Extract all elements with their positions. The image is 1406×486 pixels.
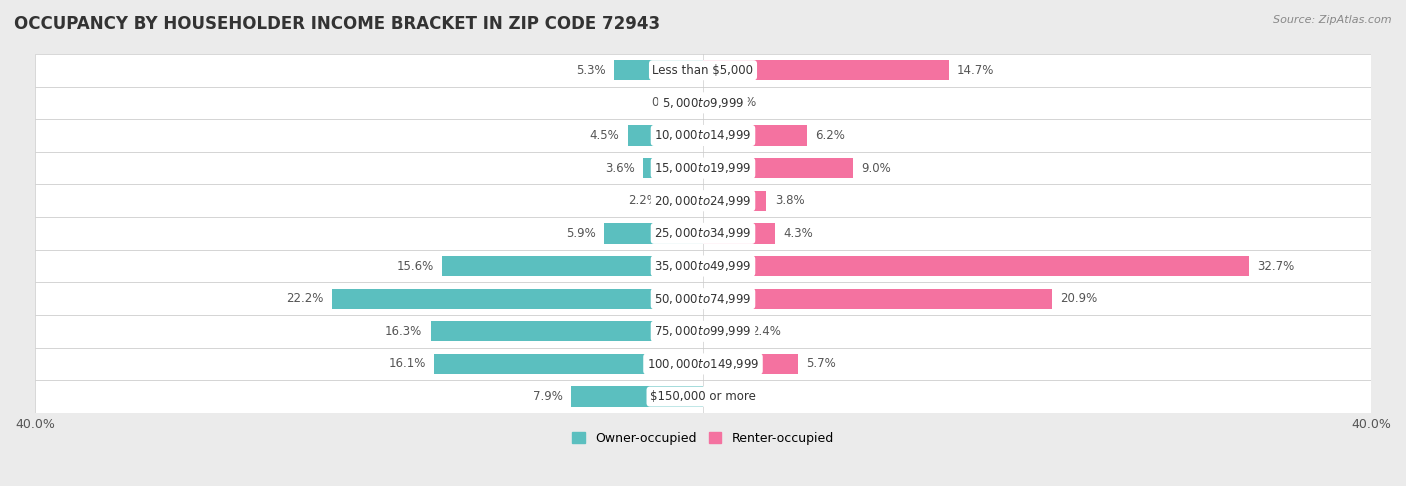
Bar (703, 256, 1249, 276)
FancyBboxPatch shape (35, 54, 1371, 87)
Bar (332, 289, 703, 309)
FancyBboxPatch shape (35, 347, 1371, 380)
Text: 2.2%: 2.2% (628, 194, 658, 207)
Bar (703, 321, 744, 342)
Text: $50,000 to $74,999: $50,000 to $74,999 (654, 292, 752, 306)
Text: OCCUPANCY BY HOUSEHOLDER INCOME BRACKET IN ZIP CODE 72943: OCCUPANCY BY HOUSEHOLDER INCOME BRACKET … (14, 15, 661, 33)
Text: $35,000 to $49,999: $35,000 to $49,999 (654, 259, 752, 273)
Bar (703, 191, 766, 211)
Text: 7.9%: 7.9% (533, 390, 562, 403)
Text: 5.3%: 5.3% (576, 64, 606, 77)
FancyBboxPatch shape (35, 184, 1371, 217)
Bar (571, 386, 703, 407)
Bar (703, 93, 711, 113)
Text: $75,000 to $99,999: $75,000 to $99,999 (654, 324, 752, 338)
Bar (430, 321, 703, 342)
FancyBboxPatch shape (35, 152, 1371, 184)
Text: 9.0%: 9.0% (862, 162, 891, 174)
Text: 0.0%: 0.0% (711, 390, 741, 403)
FancyBboxPatch shape (35, 380, 1371, 413)
Bar (443, 256, 703, 276)
Bar (628, 125, 703, 146)
Bar (703, 354, 799, 374)
Bar (703, 60, 949, 80)
Text: 5.9%: 5.9% (567, 227, 596, 240)
Bar (696, 93, 703, 113)
Legend: Owner-occupied, Renter-occupied: Owner-occupied, Renter-occupied (568, 427, 838, 450)
Bar (703, 158, 853, 178)
Text: 4.3%: 4.3% (783, 227, 813, 240)
FancyBboxPatch shape (35, 282, 1371, 315)
Text: 0.39%: 0.39% (651, 96, 688, 109)
Bar (605, 223, 703, 243)
FancyBboxPatch shape (35, 315, 1371, 347)
Text: 16.3%: 16.3% (385, 325, 422, 338)
Text: $100,000 to $149,999: $100,000 to $149,999 (647, 357, 759, 371)
Text: $150,000 or more: $150,000 or more (650, 390, 756, 403)
Text: $20,000 to $24,999: $20,000 to $24,999 (654, 194, 752, 208)
Text: 6.2%: 6.2% (815, 129, 845, 142)
Bar (703, 223, 775, 243)
Text: Less than $5,000: Less than $5,000 (652, 64, 754, 77)
Text: 20.9%: 20.9% (1060, 292, 1098, 305)
Text: 15.6%: 15.6% (396, 260, 434, 273)
Text: 2.4%: 2.4% (751, 325, 782, 338)
FancyBboxPatch shape (35, 217, 1371, 250)
FancyBboxPatch shape (35, 119, 1371, 152)
Text: 32.7%: 32.7% (1257, 260, 1295, 273)
Bar (643, 158, 703, 178)
Bar (703, 289, 1052, 309)
Text: 3.6%: 3.6% (605, 162, 634, 174)
Text: $5,000 to $9,999: $5,000 to $9,999 (662, 96, 744, 110)
Text: $15,000 to $19,999: $15,000 to $19,999 (654, 161, 752, 175)
Text: 3.8%: 3.8% (775, 194, 804, 207)
Text: Source: ZipAtlas.com: Source: ZipAtlas.com (1274, 15, 1392, 25)
Text: 5.7%: 5.7% (807, 357, 837, 370)
FancyBboxPatch shape (35, 250, 1371, 282)
Bar (614, 60, 703, 80)
Text: 4.5%: 4.5% (589, 129, 620, 142)
Text: 14.7%: 14.7% (957, 64, 994, 77)
Text: 22.2%: 22.2% (287, 292, 323, 305)
Text: 0.47%: 0.47% (720, 96, 756, 109)
FancyBboxPatch shape (35, 87, 1371, 119)
Bar (434, 354, 703, 374)
Text: $10,000 to $14,999: $10,000 to $14,999 (654, 128, 752, 142)
Bar (666, 191, 703, 211)
Text: 16.1%: 16.1% (388, 357, 426, 370)
Text: $25,000 to $34,999: $25,000 to $34,999 (654, 226, 752, 241)
Bar (703, 125, 807, 146)
